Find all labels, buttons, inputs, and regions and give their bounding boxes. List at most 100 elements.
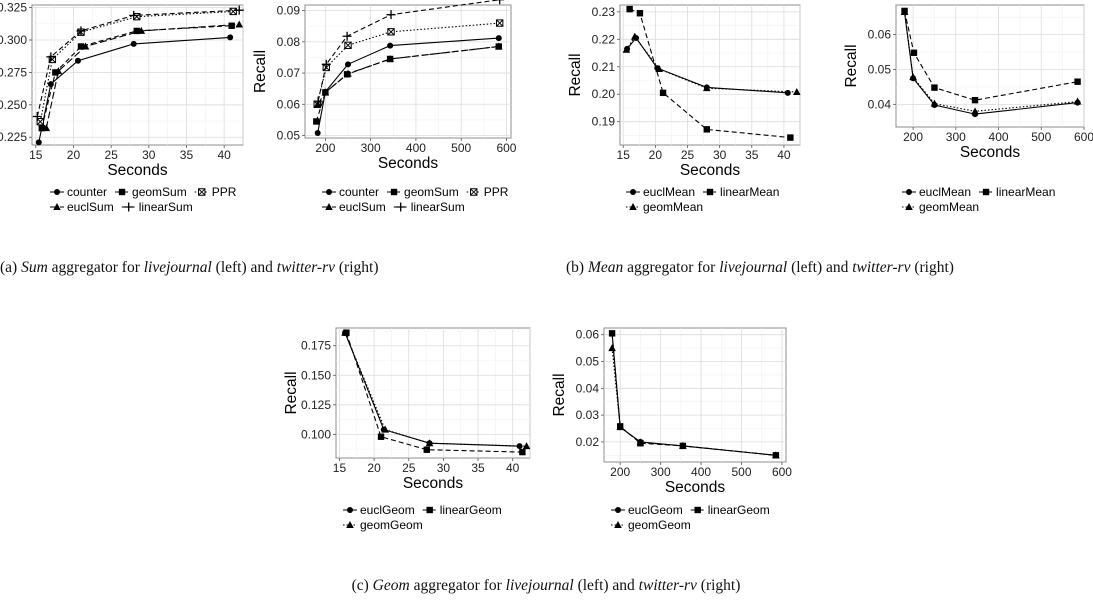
data-point-euclmean	[784, 89, 791, 96]
data-point-linearsum	[32, 111, 42, 121]
x-tick-label: 600	[496, 141, 516, 155]
y-tick-label: 0.06	[576, 328, 600, 342]
legend-label-geommean: geomMean	[643, 200, 703, 214]
y-tick-label: 0.300	[0, 33, 27, 47]
series-euclsum	[313, 42, 503, 108]
legend-key-linearmean	[706, 188, 714, 196]
legend-key-euclsum	[53, 203, 61, 210]
series-geomgeom	[608, 344, 780, 459]
x-tick-label: 400	[406, 141, 426, 155]
legend: euclMean linearMean geomMean	[626, 185, 779, 214]
y-axis-title: Recall	[567, 53, 584, 96]
y-axis-title: Recall	[283, 371, 300, 414]
data-point-counter	[74, 57, 81, 64]
data-point-geomgeom	[522, 442, 531, 450]
y-tick-label: 0.175	[301, 339, 331, 353]
legend-key-linearsum	[396, 202, 406, 212]
chart-3: 15 20 25 30 35 40 0.19 0.20 0.21 0.22 0.23 Seconds R…	[567, 4, 801, 214]
x-tick-label: 15	[333, 461, 347, 475]
x-tick-label: 30	[713, 148, 727, 162]
plot-panel	[619, 4, 801, 146]
data-point-lineargeom	[377, 433, 385, 440]
legend-key-geomgeom	[346, 521, 354, 528]
plot-panel	[335, 327, 531, 459]
data-point-geomsum	[38, 124, 45, 132]
data-point-linearmean	[931, 84, 938, 91]
x-axis-title: Seconds	[960, 144, 1021, 161]
y-tick-label: 0.07	[277, 66, 301, 80]
series-geommean	[900, 7, 1082, 115]
series-line-linearmean	[629, 8, 791, 139]
chart-5: 15 20 25 30 35 40 0.100 0.125 0.150 0.175 Seconds R…	[283, 327, 531, 532]
legend-key-ppr	[198, 188, 206, 196]
legend-label-geomgeom: geomGeom	[628, 518, 691, 532]
data-point-euclsum	[137, 26, 146, 34]
chart-1: 15 20 25 30 35 40 0.225 0.250 0.275 0.300 0.325 Sec…	[0, 1, 244, 214]
series-euclsum	[42, 20, 244, 132]
data-point-counter	[35, 139, 42, 146]
data-point-linearmean	[910, 49, 918, 56]
x-axis-title: Seconds	[680, 162, 741, 179]
data-point-lineargeom	[519, 448, 526, 456]
legend: euclGeom linearGeom geomGeom	[343, 503, 502, 532]
x-tick-label: 15	[617, 148, 631, 162]
y-axis-title: Recall	[843, 44, 860, 87]
x-axis-title: Seconds	[378, 155, 439, 172]
x-tick-label: 25	[402, 461, 416, 475]
x-tick-label: 600	[772, 465, 792, 479]
data-point-geommean	[622, 45, 631, 53]
y-tick-label: 0.20	[592, 87, 616, 101]
data-point-linearsum	[234, 5, 244, 15]
data-point-euclsum	[54, 67, 63, 75]
x-axis-title: Seconds	[665, 479, 726, 496]
y-axis-title: Recall	[551, 373, 568, 416]
legend-label-ppr: PPR	[212, 185, 237, 199]
y-tick-label: 0.23	[592, 5, 616, 19]
legend-label-geommean: geomMean	[919, 200, 979, 214]
legend-key-geommean	[629, 203, 637, 210]
legend-label-geomgeom: geomGeom	[360, 518, 423, 532]
data-point-euclsum	[344, 69, 352, 77]
x-tick-label: 40	[777, 148, 791, 162]
y-tick-label: 0.250	[0, 98, 27, 112]
legend: euclMean linearMean geomMean	[902, 185, 1055, 214]
series-linearsum	[313, 0, 505, 106]
data-point-geomgeom	[772, 451, 780, 459]
data-point-lineargeom	[608, 330, 616, 337]
data-point-linearsum	[76, 26, 86, 36]
data-point-linearsum	[313, 96, 323, 106]
data-point-linearsum	[342, 31, 352, 41]
series-linearmean	[626, 5, 794, 141]
legend-label-euclsum: euclSum	[339, 200, 386, 214]
y-tick-label: 0.150	[301, 368, 331, 382]
data-point-euclsum	[42, 124, 51, 132]
x-tick-label: 35	[745, 148, 759, 162]
series-line-geomgeom	[344, 332, 527, 447]
data-point-geomgeom	[636, 438, 645, 446]
data-point-linearsum	[495, 0, 505, 5]
data-point-linearsum	[129, 10, 139, 20]
y-tick-label: 0.05	[868, 62, 892, 76]
x-tick-label: 200	[903, 130, 923, 144]
data-point-geomgeom	[679, 441, 687, 449]
y-tick-label: 0.125	[301, 398, 331, 412]
legend-label-lineargeom: linearGeom	[708, 503, 770, 517]
legend-key-counter	[54, 189, 60, 195]
y-tick-label: 0.06	[277, 97, 301, 111]
data-point-geomsum	[313, 118, 320, 125]
legend-key-geomsum	[390, 188, 398, 196]
legend-label-linearmean: linearMean	[720, 185, 779, 199]
y-tick-label: 0.03	[576, 408, 600, 422]
y-tick-label: 0.06	[868, 28, 892, 42]
data-point-counter	[314, 130, 321, 137]
x-tick-label: 300	[946, 130, 966, 144]
legend-label-geomsum: geomSum	[404, 185, 459, 199]
x-tick-label: 30	[437, 461, 451, 475]
y-tick-label: 0.05	[576, 355, 600, 369]
data-point-geommean	[930, 99, 939, 107]
x-tick-label: 500	[731, 465, 751, 479]
plot-panel	[304, 4, 512, 139]
plot-panel	[603, 327, 787, 463]
legend-label-linearsum: linearSum	[411, 200, 465, 214]
data-point-counter	[345, 61, 352, 68]
